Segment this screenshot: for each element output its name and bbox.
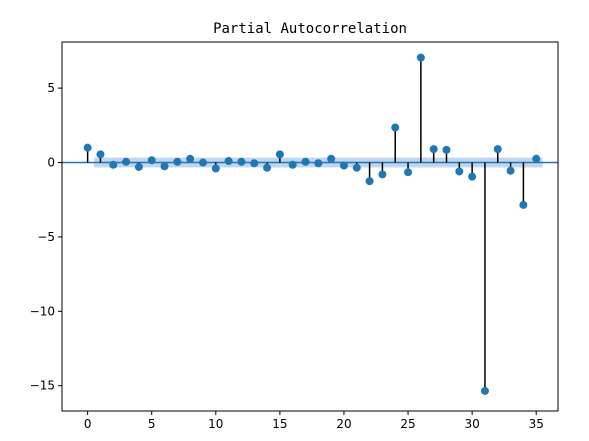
marker-lag-4	[134, 162, 143, 171]
marker-layer	[83, 53, 541, 395]
y-tick-label: 5	[47, 81, 55, 95]
marker-lag-3	[122, 157, 131, 166]
x-tick-label: 10	[208, 417, 223, 431]
x-tick-label: 35	[529, 417, 544, 431]
x-tick-label: 30	[464, 417, 479, 431]
marker-lag-34	[519, 200, 528, 209]
y-tick-label: 0	[47, 156, 55, 170]
marker-lag-35	[532, 154, 541, 163]
marker-lag-5	[147, 156, 156, 165]
marker-lag-29	[455, 167, 464, 176]
marker-lag-13	[250, 159, 259, 168]
chart-title: Partial Autocorrelation	[213, 21, 407, 37]
marker-lag-33	[506, 166, 515, 175]
x-tick-label: 0	[84, 417, 92, 431]
marker-lag-9	[198, 158, 207, 167]
marker-lag-1	[96, 150, 105, 159]
marker-lag-23	[378, 170, 387, 179]
x-tick-label: 15	[272, 417, 287, 431]
x-tick-label: 5	[148, 417, 156, 431]
marker-lag-19	[327, 154, 336, 163]
y-tick-label: −10	[30, 304, 55, 318]
marker-lag-8	[186, 154, 195, 163]
marker-lag-14	[263, 163, 272, 172]
marker-lag-6	[160, 162, 169, 171]
marker-lag-20	[339, 161, 348, 170]
marker-lag-32	[493, 145, 502, 154]
marker-lag-26	[416, 53, 425, 62]
marker-lag-31	[480, 386, 489, 395]
marker-lag-21	[352, 163, 361, 172]
marker-lag-24	[391, 123, 400, 132]
marker-lag-28	[442, 145, 451, 154]
marker-lag-12	[237, 157, 246, 166]
marker-lag-10	[211, 164, 220, 173]
marker-lag-16	[288, 160, 297, 169]
y-tick-label: −15	[30, 379, 55, 393]
y-axis-ticks: 5 0 −5 −10 −15	[30, 81, 62, 393]
marker-lag-11	[224, 157, 233, 166]
marker-lag-17	[301, 157, 310, 166]
x-axis-ticks: 0 5 10 15 20 25 30 35	[84, 411, 544, 431]
marker-lag-22	[365, 177, 374, 186]
marker-lag-15	[275, 150, 284, 159]
marker-lag-30	[468, 172, 477, 181]
y-tick-label: −5	[37, 230, 55, 244]
marker-lag-25	[404, 168, 413, 177]
marker-lag-27	[429, 145, 438, 154]
x-tick-label: 25	[400, 417, 415, 431]
marker-lag-0	[83, 143, 92, 152]
marker-lag-2	[109, 160, 118, 169]
plot-frame	[61, 41, 559, 412]
marker-lag-18	[314, 159, 323, 168]
marker-lag-7	[173, 157, 182, 166]
x-tick-label: 20	[336, 417, 351, 431]
